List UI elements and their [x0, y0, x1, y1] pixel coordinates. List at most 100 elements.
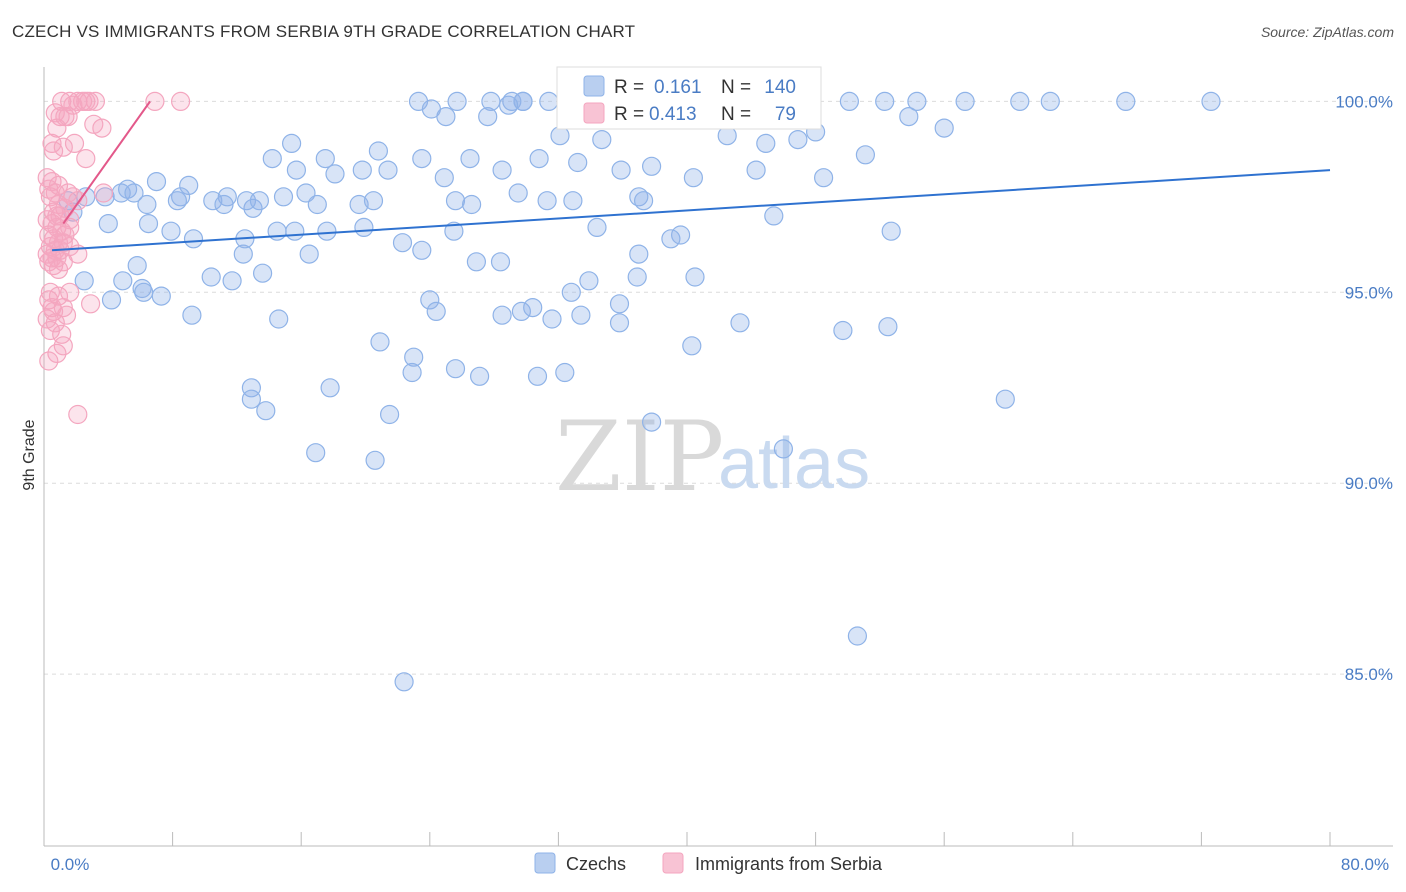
czech-point — [307, 194, 327, 215]
czech-point — [627, 267, 647, 287]
czech-point — [1040, 91, 1060, 112]
czech-point — [296, 183, 316, 203]
czech-point — [444, 221, 464, 241]
czech-point — [609, 294, 630, 314]
czech-point — [253, 263, 273, 283]
czechs-r-value: 0.161 — [654, 77, 702, 98]
watermark-atlas: atlas — [718, 424, 870, 504]
legend-czechs-label: Czechs — [566, 854, 626, 874]
czech-point — [502, 91, 522, 112]
czech-point — [641, 156, 662, 176]
czech-point — [127, 256, 147, 276]
czech-point — [325, 164, 345, 184]
czech-point — [571, 305, 591, 325]
serbia-swatch — [583, 102, 605, 124]
czech-point — [183, 229, 204, 249]
czech-point — [134, 282, 154, 302]
serbia-point — [79, 91, 99, 112]
czech-point — [527, 366, 548, 386]
czech-point — [412, 240, 432, 260]
czech-point — [855, 145, 876, 165]
czech-point — [592, 130, 612, 150]
czech-point — [460, 149, 480, 169]
watermark-zip: ZIP — [555, 401, 724, 513]
czech-point — [354, 217, 374, 237]
czech-point — [523, 298, 543, 318]
czech-point — [462, 194, 482, 215]
czech-point — [899, 106, 919, 127]
czech-point — [629, 244, 649, 264]
czech-point — [256, 401, 276, 421]
czech-point — [788, 130, 808, 150]
serbia-points — [37, 91, 191, 425]
serbia-point — [55, 225, 75, 245]
czech-point — [492, 160, 512, 180]
czechs-trend-line — [51, 169, 1331, 252]
legend-serbia-label: Immigrants from Serbia — [695, 854, 883, 874]
czech-point — [685, 267, 705, 287]
y-tick-label: 95.0% — [1345, 283, 1393, 302]
czech-point — [490, 252, 511, 272]
serbia-r-label: R = — [614, 104, 644, 125]
czech-point — [222, 271, 242, 291]
czech-point — [349, 194, 369, 215]
serbia-trend-line — [62, 100, 151, 225]
czechs-swatch — [583, 75, 605, 97]
serbia-point — [47, 118, 67, 138]
czech-point — [315, 149, 335, 169]
czech-point — [436, 106, 456, 127]
czech-point — [352, 160, 372, 180]
czech-point — [568, 152, 588, 173]
y-axis-label: 9th Grade — [21, 419, 38, 490]
czechs-points — [58, 91, 1221, 692]
serbia-point — [40, 187, 61, 207]
czech-point — [378, 160, 398, 180]
serbia-point — [92, 118, 112, 138]
czech-point — [539, 91, 559, 112]
czech-point — [511, 301, 532, 321]
czech-point — [934, 118, 954, 138]
czech-point — [420, 290, 440, 310]
czech-point — [579, 271, 599, 291]
czech-point — [269, 309, 289, 329]
serbia-point — [58, 106, 78, 127]
czech-point — [955, 91, 975, 112]
czech-point — [641, 412, 662, 432]
y-tick-label: 100.0% — [1335, 92, 1393, 111]
czech-point — [241, 389, 261, 409]
czech-point — [995, 389, 1015, 409]
czech-point — [499, 95, 519, 115]
czech-point — [368, 141, 388, 161]
y-tick-label: 85.0% — [1345, 665, 1393, 684]
czech-point — [683, 168, 704, 188]
czech-point — [563, 191, 583, 211]
czech-point — [746, 160, 766, 180]
serbia-point — [42, 298, 62, 318]
czech-point — [201, 267, 221, 287]
serbia-point — [39, 351, 59, 371]
legend-czechs-swatch — [534, 852, 556, 874]
czech-point — [317, 221, 337, 241]
serbia-point — [40, 320, 61, 341]
czech-point — [682, 336, 702, 356]
czech-point — [773, 439, 794, 459]
serbia-point — [50, 106, 70, 127]
czech-point — [370, 332, 390, 352]
czech-point — [380, 404, 400, 425]
serbia-point — [171, 91, 191, 112]
czech-point — [478, 106, 498, 127]
x-tick-marks — [172, 832, 1331, 846]
czech-point — [262, 149, 282, 169]
czech-point — [161, 221, 181, 241]
czech-point — [320, 378, 340, 398]
czech-point — [203, 191, 223, 211]
czech-point — [146, 172, 167, 192]
trend-lines — [51, 100, 1331, 252]
czech-point — [233, 244, 253, 264]
czech-point — [138, 214, 159, 234]
czech-point — [661, 229, 681, 249]
czech-point — [875, 91, 895, 112]
serbia-n-label: N = — [721, 104, 751, 125]
serbia-point — [48, 259, 69, 279]
serbia-point — [85, 91, 106, 112]
